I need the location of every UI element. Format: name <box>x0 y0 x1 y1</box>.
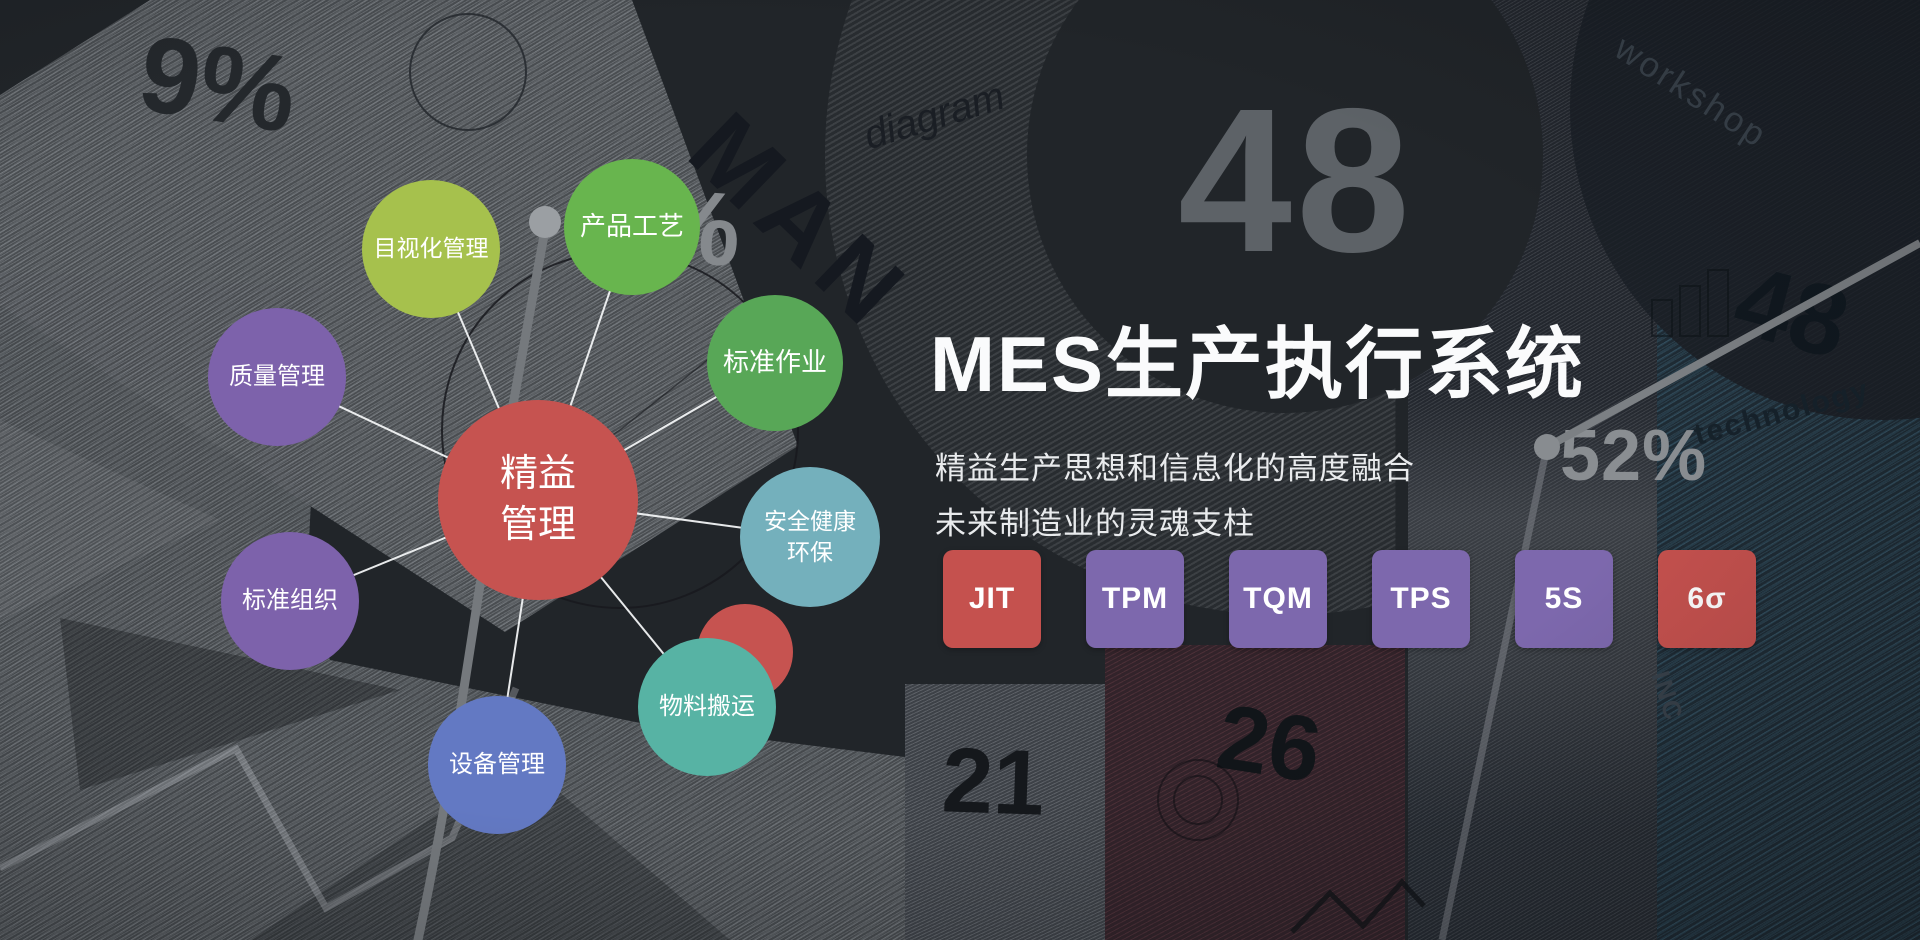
node-label: 管理 <box>499 504 576 546</box>
clock-doodle-icon <box>409 13 527 131</box>
diagram-node: 设备管理 <box>428 696 566 834</box>
node-label: 标准组织 <box>242 586 338 614</box>
node-label: 安全健康 <box>764 507 856 534</box>
subtitle-line-2: 未来制造业的灵魂支柱 <box>935 506 1255 541</box>
bar-doodle-icon <box>1651 299 1673 337</box>
bg-number-52pct: 52% <box>1560 416 1708 496</box>
diagram-node: 产品工艺 <box>564 159 700 295</box>
node-label: 物料搬运 <box>659 692 755 720</box>
bar-band-gray <box>905 684 1105 940</box>
node-label: 标准作业 <box>722 347 827 378</box>
node-label: 环保 <box>787 539 833 565</box>
badge-jit: JIT <box>943 550 1041 648</box>
bar-band-maroon <box>1105 645 1405 940</box>
badge-tps: TPS <box>1372 550 1470 648</box>
diagram-node: 物料搬运 <box>638 638 776 776</box>
diagram-node: 安全健康 环保 <box>740 467 880 607</box>
badge-tqm: TQM <box>1229 550 1327 648</box>
node-label: 目视化管理 <box>373 235 489 262</box>
donut-ring-hole <box>1027 0 1543 413</box>
diagram-node: 标准组织 <box>221 532 359 670</box>
node-label: 质量管理 <box>229 362 325 390</box>
badge-6σ: 6σ <box>1658 550 1756 648</box>
badge-tpm: TPM <box>1086 550 1184 648</box>
node-label: 产品工艺 <box>579 211 684 242</box>
diagram-node: 标准作业 <box>707 295 843 431</box>
method-badges: JIT TPM TQM TPS 5S 6σ <box>943 550 1756 648</box>
node-label: 精益 <box>499 452 576 495</box>
subtitle-line-1: 精益生产思想和信息化的高度融合 <box>935 451 1415 486</box>
node-label: 设备管理 <box>449 750 545 778</box>
trend-node-dot <box>1534 434 1560 460</box>
bg-number-48: 48 <box>1178 66 1415 295</box>
diagram-node: 目视化管理 <box>362 180 500 318</box>
trend-node-dot <box>529 206 561 238</box>
diagram-node: 质量管理 <box>208 308 346 446</box>
diagram-center-node: 精益 管理 <box>438 400 638 600</box>
trend-line-right <box>1545 239 1920 451</box>
badge-5s: 5S <box>1515 550 1613 648</box>
mini-zigzag-icon <box>1290 878 1426 934</box>
page-title: MES生产执行系统 <box>930 320 1586 408</box>
